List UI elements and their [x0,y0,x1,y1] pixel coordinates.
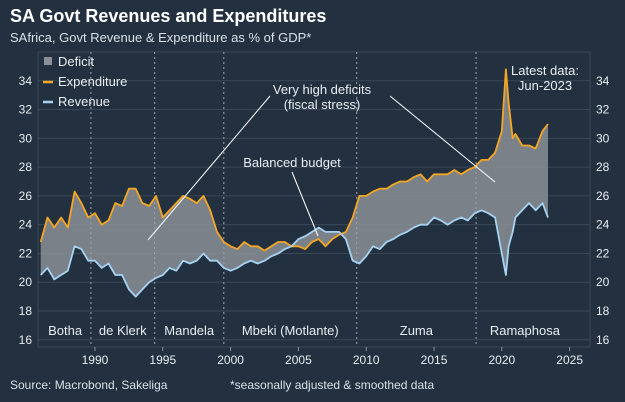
legend-label: Deficit [58,54,95,69]
y-tick-label-left: 20 [19,275,33,289]
y-tick-label-left: 28 [19,160,33,174]
y-tick-label-right: 24 [596,218,610,232]
era-label: Mandela [164,323,215,338]
annotation-latest: Latest data: [511,63,579,78]
y-tick-label-right: 16 [596,333,610,347]
legend-label: Expenditure [58,74,127,89]
x-tick-label: 2005 [285,353,312,367]
annotation-high-deficits: (fiscal stress) [284,97,361,112]
y-tick-label-right: 30 [596,131,610,145]
y-tick-label-left: 26 [19,189,33,203]
y-tick-label-right: 34 [596,74,610,88]
legend-label: Revenue [58,94,110,109]
y-tick-label-right: 28 [596,160,610,174]
annotation-latest: Jun-2023 [518,78,572,93]
x-tick-label: 2015 [421,353,448,367]
plot-frame [37,51,591,348]
y-tick-label-left: 32 [19,103,33,117]
series-line-revenue [40,202,549,298]
chart-title: SA Govt Revenues and Expenditures [10,6,327,26]
y-tick-label-left: 30 [19,131,33,145]
annotation-arrow [291,171,319,237]
era-label: de Klerk [99,323,147,338]
x-tick-label: 2025 [556,353,583,367]
x-tick-label: 2020 [488,353,515,367]
y-tick-label-right: 22 [596,246,610,260]
x-tick-label: 1995 [149,353,176,367]
y-tick-label-right: 20 [596,275,610,289]
y-tick-label-right: 32 [596,103,610,117]
annotation-high-deficits: Very high deficits [273,82,372,97]
era-label: Mbeki (Motlante) [242,323,339,338]
y-tick-label-left: 18 [19,304,33,318]
source-note: Source: Macrobond, Sakeliga [10,378,168,392]
annotation-balanced: Balanced budget [243,155,341,170]
annotation-arrow [147,95,271,241]
footnote: *seasonally adjusted & smoothed data [230,378,435,392]
y-tick-label-left: 24 [19,218,33,232]
x-tick-label: 2000 [217,353,244,367]
y-tick-label-right: 18 [596,304,610,318]
chart-subtitle: SAfrica, Govt Revenue & Expenditure as %… [10,30,312,45]
legend-swatch [44,57,52,65]
era-label: Botha [48,323,83,338]
era-label: Zuma [400,323,434,338]
x-tick-label: 1990 [82,353,109,367]
era-label: Ramaphosa [490,323,561,338]
annotation-arrow [389,95,496,183]
x-tick-label: 2010 [353,353,380,367]
y-tick-label-left: 16 [19,333,33,347]
y-tick-label-left: 22 [19,246,33,260]
deficit-area [40,69,548,297]
y-tick-label-right: 26 [596,189,610,203]
y-tick-label-left: 34 [19,74,33,88]
